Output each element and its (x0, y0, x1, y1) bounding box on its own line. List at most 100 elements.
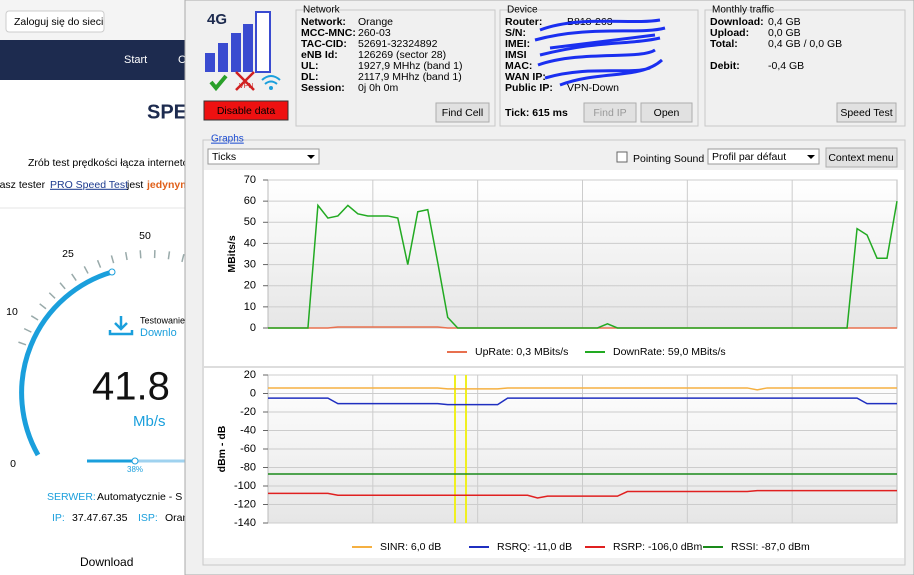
button-label[interactable]: Open (654, 107, 680, 119)
gauge-label: 50 (139, 230, 151, 242)
button-label[interactable]: Find IP (593, 107, 626, 119)
gauge-knob (108, 268, 116, 276)
series-line (268, 387, 897, 391)
y-axis-label: dBm - dB (216, 425, 228, 472)
progress: 38% (127, 465, 143, 474)
tester-middle: jest (126, 179, 143, 191)
y-tick-label: -40 (240, 424, 256, 436)
gauge-tick (96, 259, 102, 268)
gauge-tick (139, 250, 142, 259)
info-label: Router: (505, 16, 542, 28)
context-label[interactable]: Context menu (828, 152, 894, 164)
isp: Oran (165, 512, 189, 524)
info-value: 1927,9 MHhz (band 1) (358, 60, 462, 72)
button[interactable] (435, 102, 490, 123)
gauge-tick (39, 303, 47, 310)
tech: 4G (207, 11, 227, 28)
intro: Zrób test prędkości łącza internetow (28, 157, 196, 169)
status: Testowanie (140, 315, 185, 325)
gauge-tick (48, 292, 56, 299)
disable-button[interactable] (203, 100, 289, 121)
button-label[interactable]: Speed Test (840, 107, 892, 119)
legend-label: RSRP: -106,0 dBm (613, 541, 703, 553)
gauge-tick (110, 255, 115, 264)
gauge-label: 10 (6, 306, 18, 318)
unit: Mb/s (133, 413, 166, 430)
button-label[interactable]: Find Cell (442, 107, 483, 119)
ip: 37.47.67.35 (72, 512, 128, 524)
group-boxes (202, 9, 906, 566)
legend-label: UpRate: 0,3 MBits/s (475, 346, 568, 358)
info-value: -0,4 GB (768, 60, 804, 72)
button[interactable] (640, 102, 693, 123)
info-value: 52691-32324892 (358, 38, 438, 50)
tester-link[interactable]: PRO Speed Test (50, 179, 128, 191)
info-label: DL: (301, 71, 319, 83)
gauge (18, 250, 185, 457)
info-value: 0,4 GB (768, 16, 801, 28)
status-sub: Downlo (140, 327, 177, 339)
y-tick-label: -80 (240, 461, 256, 473)
progress-knob (131, 457, 139, 465)
ticks-select[interactable] (207, 148, 320, 165)
server: Automatycznie - S (97, 491, 182, 503)
group-title: Device (507, 5, 538, 16)
tester-prefix: Nasz tester (0, 179, 46, 191)
y-tick-label: 40 (244, 237, 256, 249)
legend-label: DownRate: 59,0 MBits/s (613, 346, 726, 358)
button[interactable] (836, 102, 897, 123)
info-value: 0,4 GB / 0,0 GB (768, 38, 842, 50)
navbar (0, 40, 185, 80)
profile-label[interactable]: Profil par défaut (712, 151, 786, 163)
y-tick-label: 0 (250, 322, 256, 334)
tester-highlight: jedynym (146, 179, 190, 191)
disable-label[interactable]: Disable data (217, 105, 276, 117)
info-label: Session: (301, 82, 345, 94)
gauge-label: 25 (62, 248, 74, 260)
nav-link[interactable]: Start (124, 54, 147, 66)
info-value: 126269 (sector 28) (358, 49, 446, 61)
gauge-tick (181, 253, 185, 263)
gauge-tick (23, 327, 32, 333)
dropdown-arrow (807, 155, 815, 159)
info-label: MCC-MNC: (301, 27, 356, 39)
y-tick-label: 50 (244, 216, 256, 228)
y-tick-label: 0 (250, 387, 256, 399)
legend-label: SINR: 6,0 dB (380, 541, 441, 553)
legend-label: RSSI: -87,0 dBm (731, 541, 810, 553)
isp-label: ISP: (138, 512, 158, 524)
legend-label: RSRQ: -11,0 dB (497, 541, 572, 553)
y-tick-label: -60 (240, 443, 256, 455)
y-tick-label: 30 (244, 258, 256, 270)
vpn-label: VPN (239, 83, 253, 90)
y-tick-label: -120 (234, 498, 256, 510)
heading: SPE (147, 101, 187, 123)
context-button[interactable] (825, 147, 898, 168)
gauge-tick (124, 251, 128, 261)
server-label: SERWER: (47, 491, 96, 503)
redaction (534, 18, 666, 87)
y-tick-label: -100 (234, 480, 256, 492)
gauge-arc (19, 269, 113, 457)
info-label: Upload: (710, 27, 749, 39)
checkbox-label[interactable]: Pointing Sound (633, 153, 704, 165)
info-value: 2117,9 MHhz (band 1) (358, 71, 462, 83)
download-icon (108, 316, 134, 336)
login-button[interactable] (5, 10, 105, 33)
dropdown-arrow (307, 155, 315, 159)
button[interactable] (583, 102, 637, 123)
group-title: Network (303, 5, 341, 16)
gauge-tick (30, 315, 39, 321)
info-value: VPN-Down (567, 82, 619, 94)
nav-link[interactable]: C (178, 54, 186, 66)
checkbox[interactable] (616, 151, 628, 163)
ticks-select-label[interactable]: Ticks (212, 151, 236, 163)
graphs-link[interactable]: Graphs (211, 134, 244, 145)
info-label: eNB Id: (301, 49, 338, 61)
profile-select[interactable] (707, 148, 820, 165)
group-title: Monthly traffic (712, 5, 774, 16)
gauge-tick (59, 282, 66, 290)
login-label[interactable]: Zaloguj się do sieci (14, 16, 103, 28)
